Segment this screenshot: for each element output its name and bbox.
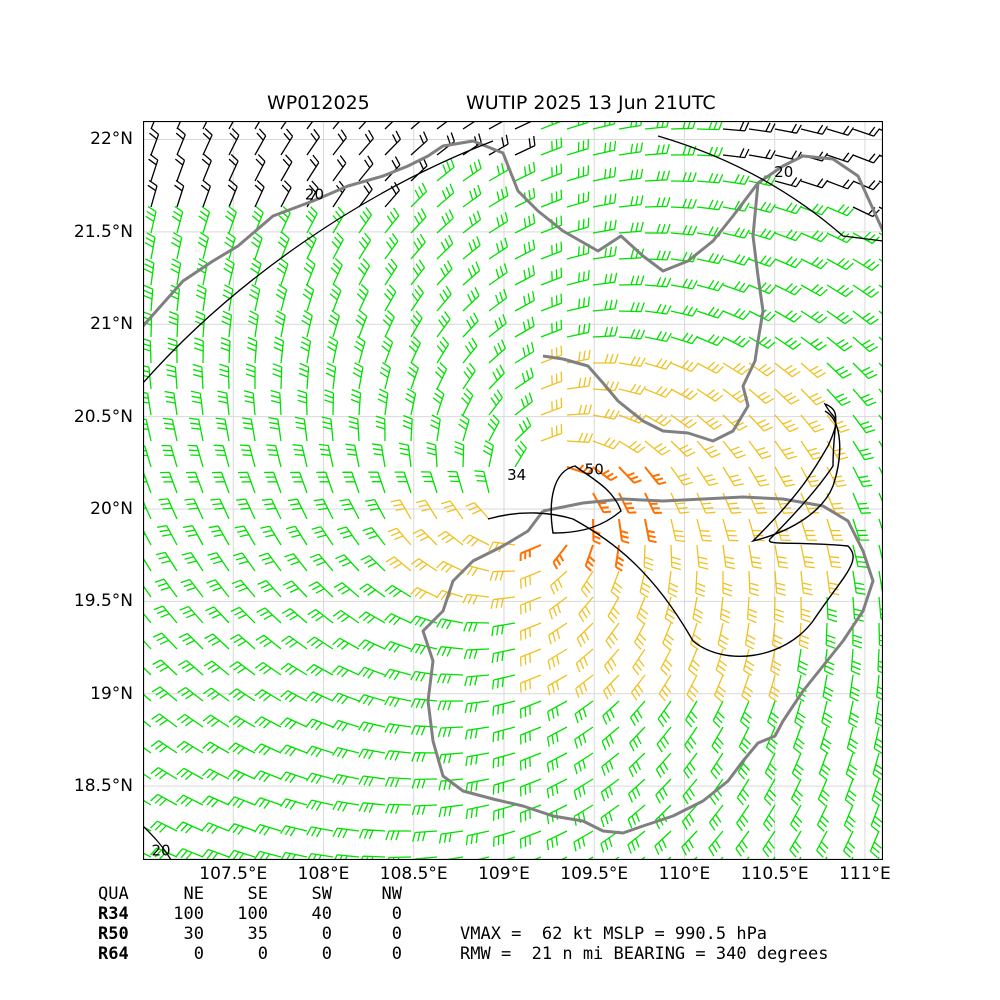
contour-label: 20: [305, 185, 324, 203]
header-cell: NW: [381, 884, 402, 904]
table-cell: 35: [247, 924, 268, 944]
contour-20-southwest: [143, 825, 172, 860]
header-cell: NE: [183, 884, 204, 904]
wind-barb-group-severe: [519, 464, 667, 572]
table-cell: 40: [311, 904, 332, 924]
coastline-gulf-north: [143, 139, 883, 327]
contour-34: [487, 402, 854, 657]
table-cell: R64: [98, 944, 129, 964]
latitude-label: 19.5°N: [73, 591, 133, 612]
contour-20-northeast: [657, 135, 883, 242]
wind-map: 20 20 20 34 50: [143, 121, 883, 860]
map-border: [143, 121, 883, 860]
table-cell: R34: [98, 904, 129, 924]
table-cell: 0: [391, 924, 402, 944]
table-row: R64 0 0 0 0: [98, 944, 402, 964]
storm-id-title: WP012025: [267, 92, 370, 114]
table-cell: 0: [257, 944, 268, 964]
table-cell: 0: [391, 904, 402, 924]
table-cell: R50: [98, 924, 129, 944]
contour-label: 20: [152, 841, 171, 859]
contour-label: 50: [585, 461, 604, 479]
header-cell: SW: [311, 884, 332, 904]
radius-stats: RMW = 21 n mi BEARING = 340 degrees: [460, 944, 829, 964]
contour-label: 20: [774, 163, 793, 181]
header-cell: QUA: [98, 884, 129, 904]
table-cell: 100: [173, 904, 204, 924]
latitude-label: 20.5°N: [73, 406, 133, 427]
storm-time-title: WUTIP 2025 13 Jun 21UTC: [466, 92, 716, 114]
table-cell: 0: [391, 944, 402, 964]
coastline-leizhou: [542, 182, 765, 443]
table-cell: 0: [193, 944, 204, 964]
longitude-label: 108°E: [297, 864, 350, 884]
longitude-label: 110°E: [658, 864, 711, 884]
latitude-label: 21.5°N: [73, 221, 133, 242]
wind-radii-table: QUA NE SE SW NW R34 100 100 40 0 R50 30 …: [98, 884, 402, 964]
contour-labels: 20 20 20 34 50: [152, 163, 794, 859]
table-row: R34 100 100 40 0: [98, 904, 402, 924]
table-row: R50 30 35 0 0: [98, 924, 402, 944]
table-cell: 0: [321, 924, 332, 944]
intensity-stats: VMAX = 62 kt MSLP = 990.5 hPa: [460, 924, 768, 944]
longitude-label: 111°E: [839, 864, 891, 884]
latitude-label: 20°N: [90, 498, 133, 519]
contour-20-northwest: [143, 140, 494, 384]
latitude-label: 22°N: [90, 129, 133, 150]
latitude-label: 19°N: [90, 683, 133, 704]
table-header-row: QUA NE SE SW NW: [98, 884, 402, 904]
contour-50: [550, 465, 622, 534]
contour-label: 34: [507, 466, 526, 484]
longitude-label: 110.5°E: [740, 864, 809, 884]
table-cell: 100: [237, 904, 268, 924]
table-cell: 30: [183, 924, 204, 944]
header-cell: SE: [247, 884, 268, 904]
longitude-label: 107.5°E: [199, 864, 268, 884]
latitude-label: 18.5°N: [73, 776, 133, 797]
wind-contours: [143, 135, 883, 860]
longitude-label: 109.5°E: [560, 864, 629, 884]
longitude-label: 109°E: [478, 864, 530, 884]
wind-barb-group-gale: [143, 121, 883, 860]
map-background: [143, 121, 883, 860]
longitude-label: 108.5°E: [379, 864, 448, 884]
coastline: [143, 139, 883, 835]
latitude-label: 21°N: [90, 314, 133, 335]
coastline-hainan: [421, 495, 875, 835]
table-cell: 0: [321, 944, 332, 964]
wind-barb-group-storm: [385, 345, 850, 703]
